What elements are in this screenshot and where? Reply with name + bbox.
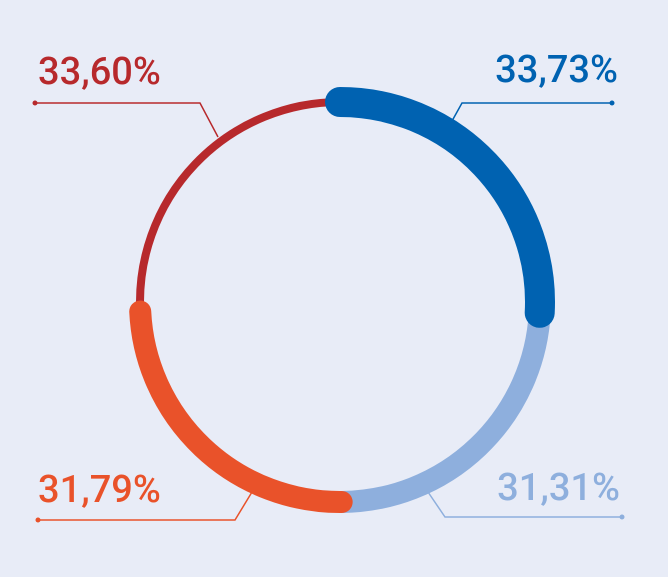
leader-dot	[35, 517, 41, 523]
value-label: 31,79%	[38, 468, 161, 512]
leader-line	[427, 491, 622, 518]
leader-dot	[609, 100, 615, 106]
donut-segment	[136, 98, 341, 312]
value-label: 33,60%	[38, 50, 161, 94]
value-label: 31,31%	[497, 466, 620, 510]
leader-line	[451, 102, 612, 122]
donut-segment	[330, 301, 551, 513]
leader-dot	[32, 100, 38, 106]
leader-line	[35, 102, 219, 138]
leader-dot	[619, 514, 625, 520]
leader-line	[38, 491, 253, 521]
donut-segment	[129, 300, 353, 513]
value-label: 33,73%	[495, 48, 618, 92]
donut-segment	[325, 87, 555, 328]
